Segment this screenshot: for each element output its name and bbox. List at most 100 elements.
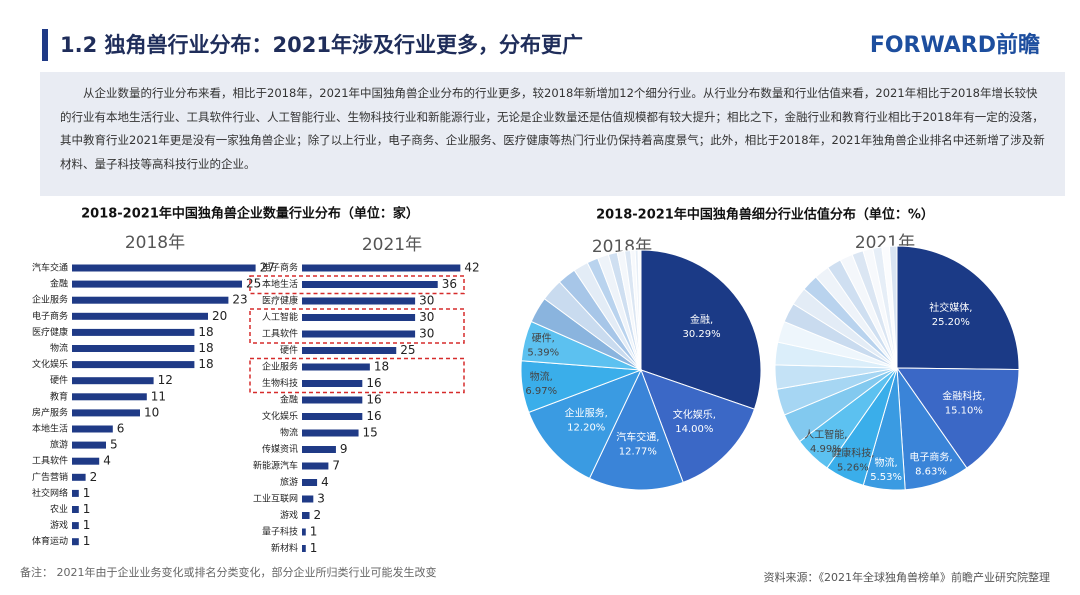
slice-category: 文化娱乐, bbox=[673, 408, 716, 421]
value-label: 30 bbox=[419, 310, 434, 324]
bar bbox=[302, 528, 306, 536]
slice-value: 14.00% bbox=[675, 424, 713, 435]
slice-value: 5.39% bbox=[527, 347, 559, 358]
category-label: 体育运动 bbox=[32, 535, 68, 547]
category-label: 房产服务 bbox=[32, 406, 68, 418]
bar bbox=[302, 281, 438, 288]
category-label: 电子商务 bbox=[32, 310, 68, 322]
slice-value: 12.77% bbox=[619, 446, 657, 457]
pie-slice bbox=[528, 369, 642, 480]
category-label: 游戏 bbox=[280, 509, 298, 521]
value-label: 20 bbox=[212, 309, 227, 323]
value-label: 18 bbox=[198, 357, 213, 371]
value-label: 30 bbox=[419, 327, 434, 341]
category-label: 电子商务 bbox=[262, 262, 298, 274]
category-label: 本地生活 bbox=[32, 423, 68, 435]
category-label: 企业服务 bbox=[262, 361, 298, 373]
value-label: 10 bbox=[144, 405, 159, 419]
slice-category: 金融, bbox=[690, 313, 713, 326]
category-label: 游戏 bbox=[50, 519, 68, 531]
category-label: 文化娱乐 bbox=[262, 410, 298, 422]
category-label: 物流 bbox=[280, 427, 298, 439]
category-label: 工具软件 bbox=[32, 455, 68, 467]
category-label: 工具软件 bbox=[262, 328, 298, 340]
category-label: 文化娱乐 bbox=[32, 358, 68, 370]
bar bbox=[302, 446, 336, 453]
bar bbox=[302, 495, 314, 503]
bar bbox=[72, 296, 229, 304]
value-label: 1 bbox=[83, 486, 91, 500]
slice-value: 5.26% bbox=[837, 462, 869, 473]
highlight-box bbox=[249, 308, 465, 344]
value-label: 16 bbox=[366, 376, 381, 390]
value-label: 23 bbox=[232, 293, 247, 307]
value-label: 42 bbox=[464, 261, 479, 275]
bar bbox=[302, 512, 310, 519]
category-label: 医疗健康 bbox=[32, 326, 68, 338]
bar bbox=[72, 377, 154, 385]
value-label: 30 bbox=[419, 294, 434, 308]
category-label: 广告营销 bbox=[32, 471, 68, 483]
bar bbox=[72, 312, 208, 320]
bar bbox=[72, 264, 256, 272]
bar bbox=[302, 363, 370, 371]
value-label: 16 bbox=[366, 409, 381, 423]
category-label: 硬件 bbox=[280, 344, 298, 356]
slice-value: 4.99% bbox=[810, 444, 842, 455]
highlight-box bbox=[249, 275, 465, 295]
bar bbox=[72, 538, 79, 546]
category-label: 旅游 bbox=[50, 439, 68, 451]
logo: FORWARD前瞻 bbox=[870, 32, 1040, 58]
category-label: 社交网络 bbox=[32, 487, 68, 499]
category-label: 新材料 bbox=[271, 542, 298, 554]
bar bbox=[72, 328, 195, 336]
value-label: 25 bbox=[246, 277, 261, 291]
summary: 从企业数量的行业分布来看，相比于2018年，2021年中国独角兽企业分布的行业更… bbox=[40, 72, 1065, 196]
category-label: 金融 bbox=[50, 278, 68, 290]
category-label: 企业服务 bbox=[32, 294, 68, 306]
pie-slice bbox=[896, 367, 1020, 469]
left-title: 2018-2021年中国独角兽企业数量行业分布（单位：家） bbox=[81, 206, 419, 222]
category-label: 量子科技 bbox=[262, 526, 298, 538]
value-label: 2 bbox=[90, 470, 98, 484]
pie-slice bbox=[640, 249, 762, 410]
value-label: 1 bbox=[83, 518, 91, 532]
category-label: 农业 bbox=[50, 503, 68, 515]
bar bbox=[72, 473, 86, 481]
slice-value: 30.29% bbox=[683, 329, 721, 340]
slice-category: 汽车交通, bbox=[616, 430, 659, 443]
category-label: 汽车交通 bbox=[32, 262, 68, 274]
value-label: 25 bbox=[400, 343, 415, 357]
value-label: 11 bbox=[151, 389, 166, 403]
bar bbox=[72, 506, 79, 513]
bar bbox=[72, 393, 147, 401]
value-label: 1 bbox=[83, 502, 91, 516]
bar bbox=[302, 380, 363, 387]
slice-category: 物流, bbox=[875, 456, 898, 469]
value-label: 18 bbox=[198, 325, 213, 339]
value-label: 4 bbox=[103, 454, 111, 468]
pie-slice bbox=[888, 245, 898, 369]
value-label: 1 bbox=[310, 525, 318, 539]
value-label: 7 bbox=[332, 459, 340, 473]
category-label: 硬件 bbox=[50, 374, 68, 386]
category-label: 本地生活 bbox=[262, 278, 298, 290]
note: 备注： 2021年由于企业业务变化或排名分类变化，部分企业所归类行业可能发生改变 bbox=[20, 565, 437, 579]
bar bbox=[72, 409, 140, 417]
bar bbox=[72, 441, 106, 449]
slice-value: 8.63% bbox=[915, 467, 947, 478]
value-label: 18 bbox=[374, 360, 389, 374]
bar bbox=[72, 522, 79, 530]
pie-slice bbox=[637, 249, 642, 371]
bar bbox=[302, 545, 306, 552]
value-label: 2 bbox=[314, 508, 322, 522]
value-label: 5 bbox=[110, 438, 118, 452]
slice-category: 硬件, bbox=[532, 332, 555, 344]
value-label: 18 bbox=[198, 341, 213, 355]
source: 资料来源：《2021年全球独角兽榜单》前瞻产业研究院整理 bbox=[764, 570, 1051, 584]
slice-category: 企业服务, bbox=[565, 406, 608, 419]
slice-category: 社交媒体, bbox=[929, 301, 972, 314]
bar bbox=[302, 314, 416, 321]
